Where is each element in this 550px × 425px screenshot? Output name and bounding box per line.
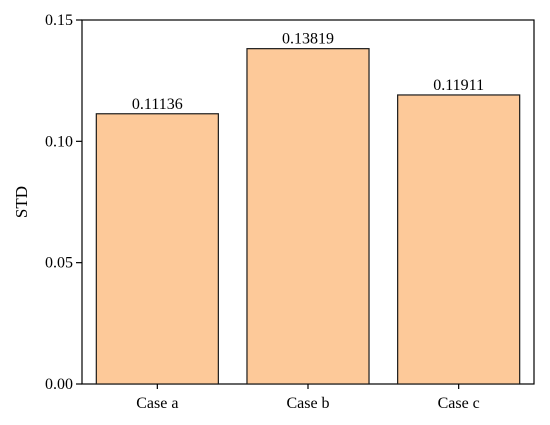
y-axis-title: STD [12,186,31,218]
bar-value-label: 0.11136 [132,96,183,113]
x-tick-label: Case b [286,395,329,412]
bar [246,48,370,385]
bar-value-label: 0.13819 [282,31,334,48]
y-tick-label: 0.15 [45,12,73,29]
bar [95,113,219,385]
x-tick-label: Case c [438,395,480,412]
x-tick-label: Case a [136,395,178,412]
y-tick-label: 0.10 [45,133,73,150]
bar-value-label: 0.11911 [433,77,484,94]
bar [397,94,521,385]
y-tick-label: 0.00 [45,376,73,393]
y-tick-label: 0.05 [45,255,73,272]
